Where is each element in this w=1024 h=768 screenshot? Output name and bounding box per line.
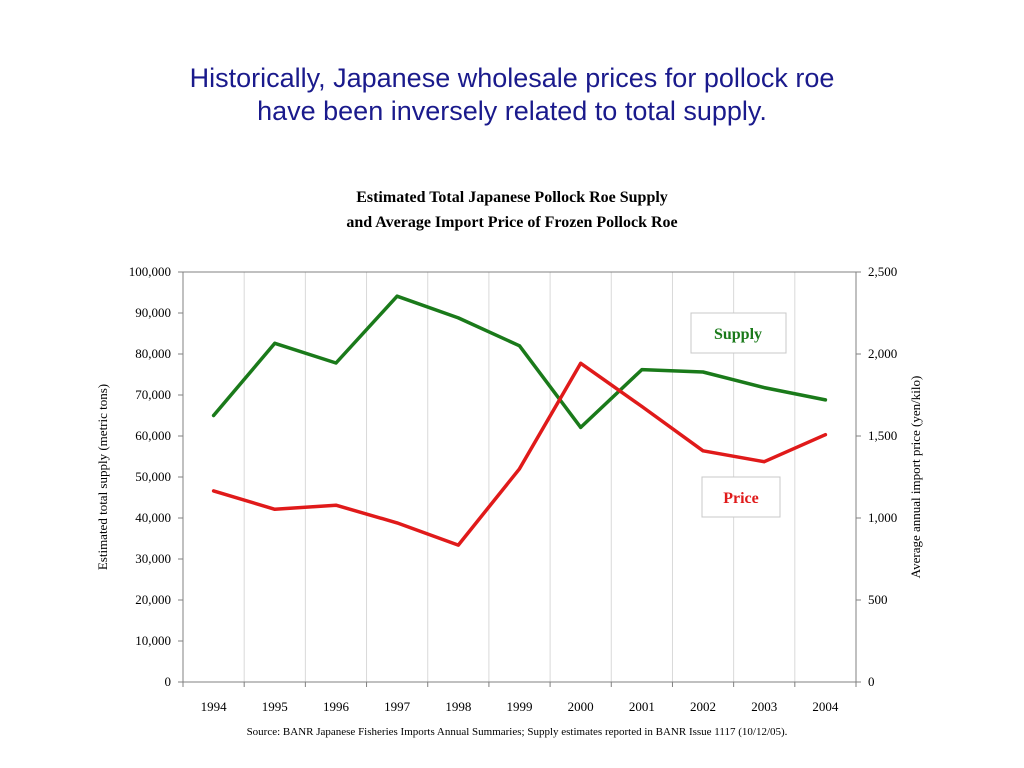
y-left-tick-label: 50,000 <box>135 469 171 484</box>
supply-data-point <box>456 316 460 320</box>
y-left-tick-label: 90,000 <box>135 305 171 320</box>
headline-line-2: have been inversely related to total sup… <box>257 96 767 126</box>
y-left-tick-label: 0 <box>165 674 172 689</box>
supply-data-point <box>579 425 583 429</box>
price-legend-frame <box>701 476 781 518</box>
y-axis-right-label: Average annual import price (yen/kilo) <box>908 376 923 579</box>
price-data-point <box>273 507 277 511</box>
x-tick-label: 1995 <box>262 699 288 714</box>
x-tick-label: 1994 <box>201 699 228 714</box>
x-tick-label: 1999 <box>507 699 533 714</box>
price-legend-label: Price <box>723 490 759 507</box>
chart-title-line-1: Estimated Total Japanese Pollock Roe Sup… <box>356 189 668 206</box>
x-tick-label: 2004 <box>812 699 839 714</box>
source-note: Source: BANR Japanese Fisheries Imports … <box>247 726 788 738</box>
y-right-tick-label: 0 <box>868 674 875 689</box>
price-data-point <box>640 405 644 408</box>
price-data-point <box>518 467 521 471</box>
supply-legend-frame <box>690 312 787 354</box>
chart-title-line-2: and Average Import Price of Frozen Pollo… <box>346 214 677 231</box>
supply-data-point <box>518 344 521 348</box>
y-right-tick-label: 1,000 <box>868 510 897 525</box>
series-lines <box>211 294 828 547</box>
price-data-point <box>823 433 827 437</box>
x-tick-label: 2001 <box>629 699 655 714</box>
y-axis-left-label: Estimated total supply (metric tons) <box>95 384 110 570</box>
price-legend-box: Price <box>701 476 781 518</box>
price-data-point <box>579 361 583 365</box>
y-left-tick-label: 70,000 <box>135 387 171 402</box>
supply-data-point <box>640 368 644 372</box>
price-data-point <box>212 489 216 493</box>
y-right-tick-label: 500 <box>868 592 888 607</box>
x-tick-label: 1998 <box>445 699 471 714</box>
price-data-point <box>456 543 460 547</box>
x-tick-label: 2000 <box>568 699 594 714</box>
y-left-tick-label: 60,000 <box>135 428 171 443</box>
price-data-point <box>701 449 705 453</box>
supply-data-point <box>273 341 277 345</box>
y-right-tick-label: 1,500 <box>868 428 897 443</box>
x-tick-label: 2003 <box>751 699 777 714</box>
supply-data-point <box>395 294 399 298</box>
grid-lines <box>243 272 796 682</box>
x-tick-label: 1997 <box>384 699 411 714</box>
supply-data-point <box>701 370 705 374</box>
supply-data-point <box>334 361 338 365</box>
headline-line-1: Historically, Japanese wholesale prices … <box>189 63 835 93</box>
y-right-tick-label: 2,500 <box>868 264 897 279</box>
y-left-tick-label: 40,000 <box>135 510 171 525</box>
y-left-tick-label: 30,000 <box>135 551 171 566</box>
y-left-tick-label: 100,000 <box>129 264 171 279</box>
price-data-point <box>395 521 399 525</box>
supply-legend-label: Supply <box>714 326 762 343</box>
supply-data-point <box>212 414 216 417</box>
y-right-tick-label: 2,000 <box>868 346 897 361</box>
x-tick-label: 2002 <box>690 699 716 714</box>
price-data-point <box>762 460 766 464</box>
supply-data-point <box>762 386 766 390</box>
x-tick-label: 1996 <box>323 699 350 714</box>
y-left-tick-label: 80,000 <box>135 346 171 361</box>
supply-legend-box: Supply <box>690 312 787 354</box>
price-data-point <box>334 503 338 507</box>
supply-data-point <box>823 398 827 402</box>
slide-headline: Historically, Japanese wholesale prices … <box>0 62 1024 128</box>
y-left-tick-label: 20,000 <box>135 592 171 607</box>
axis-ticks: 1994 1995 1996 1997 1998 1999 2000 2001 2002 2003… <box>129 264 898 714</box>
y-left-tick-label: 10,000 <box>135 633 171 648</box>
